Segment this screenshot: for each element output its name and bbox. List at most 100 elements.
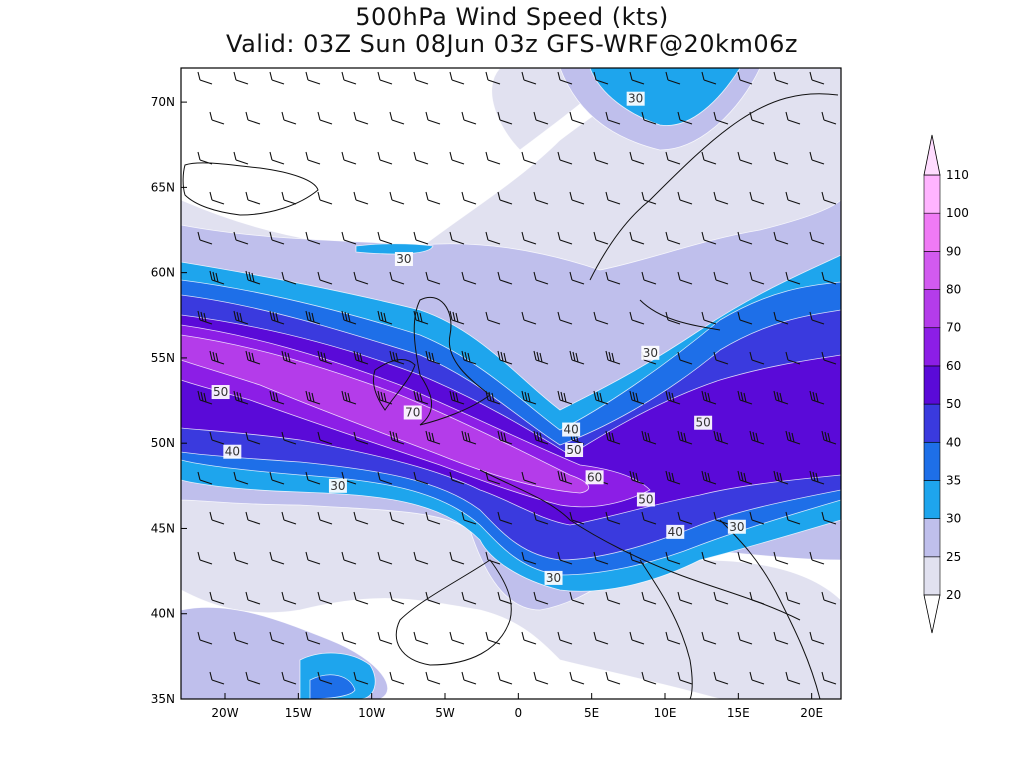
wind-barb	[665, 71, 681, 85]
wind-barb	[233, 71, 249, 85]
wind-barb	[701, 390, 717, 405]
wind-barb	[461, 350, 477, 365]
wind-barb	[605, 511, 621, 525]
coastlines	[182, 93, 839, 699]
wind-barb	[461, 191, 477, 205]
wind-barb	[485, 151, 501, 165]
wind-barb	[377, 231, 393, 245]
svg-text:50: 50	[638, 492, 653, 506]
wind-barb	[557, 231, 573, 245]
wind-barb	[665, 151, 681, 165]
contour-label: 40	[562, 422, 581, 437]
wind-barb	[425, 191, 441, 205]
wind-barb	[629, 151, 645, 165]
wind-barb	[377, 310, 393, 325]
wind-barb	[821, 111, 837, 125]
y-tick-label: 60N	[151, 266, 175, 280]
wind-barb	[197, 71, 213, 85]
wind-barb	[461, 430, 477, 445]
wind-barb	[593, 231, 609, 245]
wind-barb	[389, 350, 405, 365]
wind-barb	[773, 390, 789, 405]
wind-barb	[701, 311, 717, 325]
wind-barbs	[197, 71, 837, 685]
wind-barb	[809, 311, 825, 325]
wind-barb	[749, 430, 765, 445]
wind-barb	[413, 151, 429, 165]
wind-barb	[305, 151, 321, 165]
wind-barb	[569, 671, 585, 685]
x-tick-label: 5E	[584, 706, 599, 720]
wind-barb	[773, 151, 789, 165]
wind-barb	[353, 431, 369, 445]
wind-barb	[281, 591, 297, 605]
wind-barb	[197, 231, 213, 245]
wind-barb	[305, 390, 321, 405]
wind-barb	[281, 350, 297, 365]
wind-barb	[305, 631, 321, 645]
colorbar-label: 90	[946, 244, 961, 258]
wind-barb	[377, 390, 393, 405]
wind-barb	[821, 271, 837, 285]
colorbar-label: 30	[946, 512, 961, 526]
wind-barb	[785, 591, 801, 605]
wind-barb	[389, 591, 405, 605]
wind-barb	[233, 151, 249, 165]
wind-barb	[461, 271, 477, 285]
wind-barb	[773, 71, 789, 85]
colorbar-label: 35	[946, 473, 961, 487]
wind-barb	[521, 471, 537, 485]
wind-barb	[281, 671, 297, 685]
wind-barb	[737, 470, 753, 485]
wind-barb	[353, 271, 369, 285]
wind-barb	[701, 470, 717, 485]
x-tick-label: 15E	[727, 706, 750, 720]
wind-barb	[701, 151, 717, 165]
colorbar-swatch	[923, 174, 941, 214]
wind-barb	[197, 310, 213, 325]
wind-barb	[245, 111, 261, 125]
wind-barb	[713, 511, 729, 525]
wind-barb	[449, 231, 465, 245]
wind-barb	[629, 390, 645, 405]
wind-barb	[413, 551, 429, 565]
wind-barb	[713, 111, 729, 125]
wind-barb	[533, 511, 549, 525]
wind-barb	[629, 470, 645, 485]
wind-barb	[353, 591, 369, 605]
wind-barb	[353, 111, 369, 125]
wind-barb	[665, 470, 681, 485]
wind-barb	[773, 631, 789, 645]
wind-barb	[485, 71, 501, 85]
wind-barb	[749, 191, 765, 205]
wind-barb	[593, 311, 609, 325]
axis-ticks: 20W 15W 10W 5W 0 5E 10E 15E 20E 70N 65N 60N 55N 50N 45…	[151, 95, 823, 720]
wind-barb	[341, 231, 357, 245]
svg-text:30: 30	[729, 520, 744, 534]
colorbar-label: 110	[946, 168, 969, 182]
wind-barb	[749, 671, 765, 685]
wind-barb	[521, 231, 537, 245]
wind-barb	[197, 390, 213, 405]
wind-barb	[461, 511, 477, 525]
wind-barb	[281, 431, 297, 445]
colorbar-swatch	[923, 251, 941, 290]
colorbar-label: 50	[946, 397, 961, 411]
x-tick-label: 0	[515, 706, 523, 720]
wind-barb	[569, 111, 585, 125]
wind-barb	[341, 631, 357, 645]
wind-barb	[389, 111, 405, 125]
wind-barb	[773, 311, 789, 325]
wind-barb	[269, 310, 285, 325]
wind-barb	[701, 551, 717, 565]
svg-text:30: 30	[546, 571, 561, 585]
wind-barb	[665, 231, 681, 245]
wind-barb	[317, 431, 333, 445]
svg-text:50: 50	[213, 385, 228, 399]
contour-label: 30	[727, 519, 746, 534]
contour-label: 70	[403, 405, 422, 420]
wind-barb	[497, 191, 513, 205]
wind-barb	[281, 111, 297, 125]
wind-barb	[569, 271, 585, 285]
wind-barb	[317, 511, 333, 525]
